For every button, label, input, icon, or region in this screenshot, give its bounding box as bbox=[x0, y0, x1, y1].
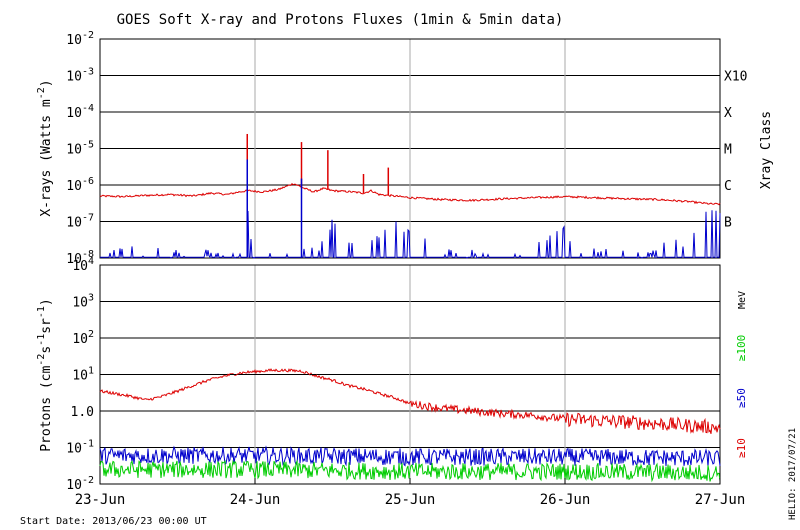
xray-class-label: X bbox=[724, 106, 732, 121]
y-tick-label: 102 bbox=[72, 329, 94, 347]
series-line bbox=[100, 210, 721, 259]
x-axis: 23-Jun 24-Jun 25-Jun 26-Jun 27-Jun bbox=[75, 478, 746, 508]
x-tick-label: 27-Jun bbox=[695, 492, 746, 508]
chart-title: GOES Soft X-ray and Protons Fluxes (1min… bbox=[117, 12, 564, 28]
xray-class-label: B bbox=[724, 216, 732, 231]
x-tick-label: 23-Jun bbox=[75, 492, 126, 508]
series-line bbox=[99, 459, 721, 483]
xray-panel: 10-810-710-610-510-410-310-2X-rays (Watt… bbox=[36, 30, 774, 267]
x-tick-label: 26-Jun bbox=[540, 492, 591, 508]
y-tick-label: 10-7 bbox=[66, 213, 94, 231]
x-tick-label: 25-Jun bbox=[385, 492, 436, 508]
xray-class-label: X10 bbox=[724, 70, 747, 85]
y-tick-label: 10-6 bbox=[66, 176, 94, 194]
y-tick-label: 10-1 bbox=[66, 439, 94, 457]
proton-panel: 10-2 10-1 1.0 101 102 103 104 Protons (cm-2s-1s… bbox=[36, 256, 748, 493]
y-tick-label: 101 bbox=[72, 366, 94, 384]
y-tick-label: 10-2 bbox=[66, 30, 94, 48]
start-date: Start Date: 2013/06/23 00:00 UT bbox=[20, 516, 207, 527]
y-tick-label: 10-3 bbox=[66, 67, 94, 85]
series-line bbox=[99, 182, 721, 206]
energy-label: ≥100 bbox=[735, 335, 748, 362]
proton-axis-label: Protons (cm-2s-1sr-1) bbox=[36, 298, 54, 452]
credit-label: HELIO: 2017/07/21 bbox=[788, 428, 798, 520]
energy-label: ≥50 bbox=[735, 388, 748, 408]
y-tick-label: 10-2 bbox=[66, 475, 94, 493]
y-tick-label: 104 bbox=[72, 256, 94, 274]
x-tick-label: 24-Jun bbox=[230, 492, 281, 508]
y-tick-label: 10-5 bbox=[66, 140, 94, 158]
xray-axis-label: X-rays (Watts m-2) bbox=[36, 79, 54, 216]
series-line bbox=[99, 445, 721, 467]
y-tick-label: 103 bbox=[72, 293, 94, 311]
xray-class-label: M bbox=[724, 143, 732, 158]
xray-class-label: C bbox=[724, 179, 732, 194]
y-tick-label: 1.0 bbox=[71, 405, 94, 420]
xray-class-title: Xray Class bbox=[759, 111, 774, 189]
y-tick-label: 10-4 bbox=[66, 103, 94, 121]
series-line bbox=[99, 368, 721, 434]
energy-label: ≥10 bbox=[735, 438, 748, 458]
mev-label: MeV bbox=[737, 291, 748, 309]
